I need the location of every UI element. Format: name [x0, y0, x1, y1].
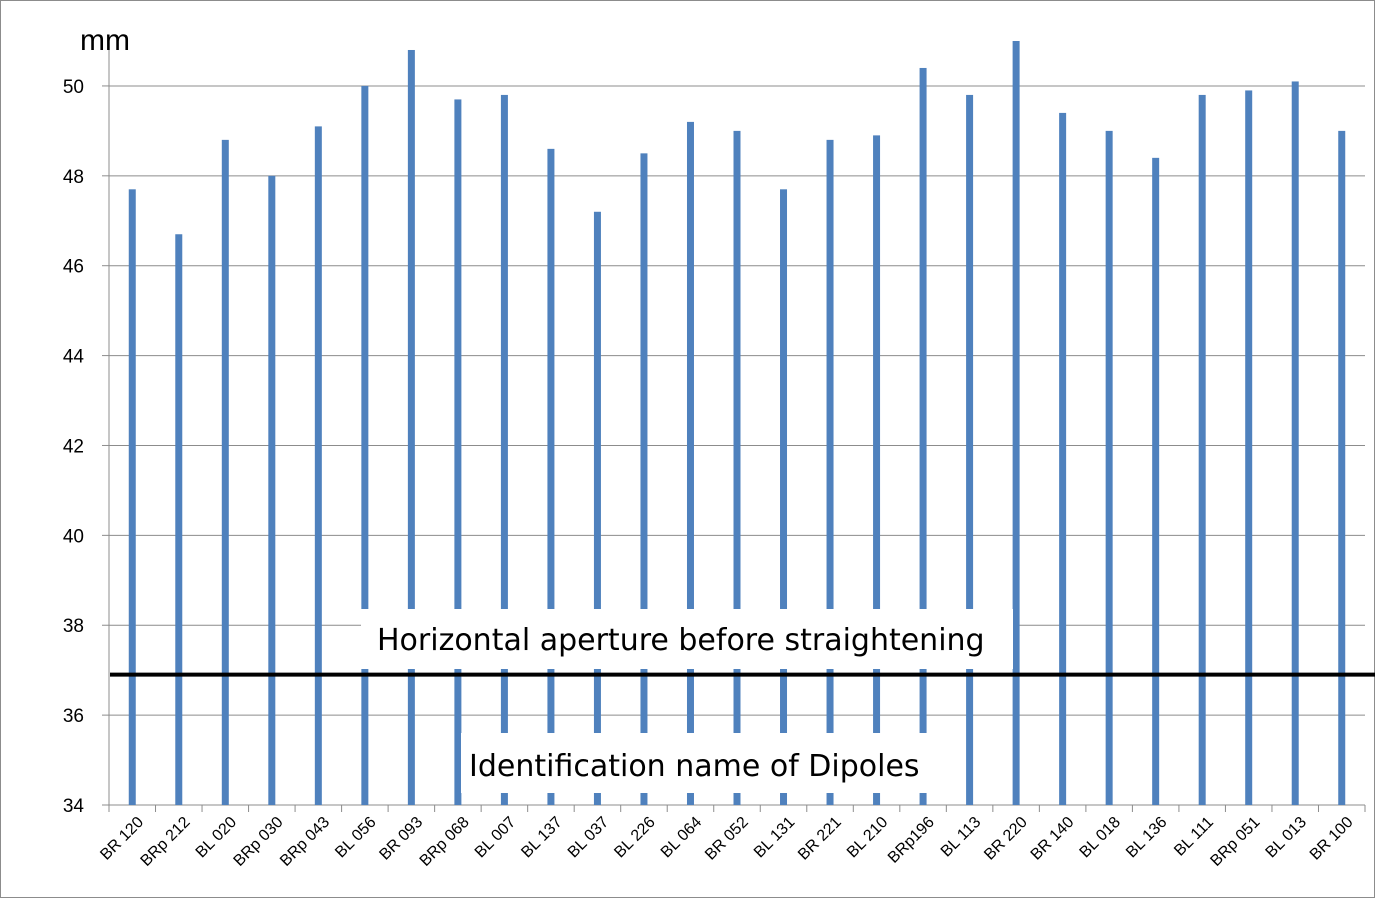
- y-tick-label: 34: [63, 796, 85, 817]
- x-tick-label: BR 100: [1307, 814, 1357, 864]
- bar: [128, 189, 136, 805]
- y-tick-label: 42: [63, 436, 84, 457]
- reference-line-label: Horizontal aperture before straightening: [377, 623, 985, 658]
- bar: [826, 139, 834, 805]
- bar: [1059, 112, 1067, 805]
- bar: [1012, 41, 1020, 805]
- x-tick-label: BL 007: [472, 814, 520, 862]
- x-tick-label: BRp 051: [1207, 814, 1263, 870]
- y-axis-ticks: 34 36 38 40 42 44 46 48 50: [63, 77, 85, 817]
- bar: [268, 175, 276, 805]
- x-tick-label: BRp 068: [417, 814, 473, 870]
- x-tick-label: BRp 043: [277, 814, 333, 870]
- x-tick-label: BL 136: [1123, 814, 1171, 862]
- x-tick-label: BL 064: [658, 814, 706, 862]
- bar: [1291, 81, 1299, 805]
- bar: [361, 85, 369, 806]
- bar: [593, 211, 601, 805]
- x-tick-label: BL 056: [332, 814, 380, 862]
- y-tick-label: 50: [63, 77, 84, 98]
- bar: [919, 67, 927, 805]
- bar: [407, 49, 415, 806]
- y-tick-label: 38: [63, 616, 84, 637]
- bar: [547, 148, 555, 805]
- x-tick-label: BL 131: [751, 814, 799, 862]
- bar: [640, 153, 648, 806]
- x-tick-label: BL 137: [518, 814, 566, 862]
- bar: [314, 126, 322, 805]
- x-tick-label: BL 111: [1171, 814, 1217, 860]
- y-tick-label: 46: [63, 257, 84, 278]
- x-axis-title: Identification name of Dipoles: [469, 749, 920, 784]
- bar: [500, 94, 508, 805]
- y-tick-label: 48: [63, 167, 84, 188]
- bar: [175, 234, 183, 805]
- x-tick-label: BL 013: [1263, 814, 1311, 862]
- bar: [1198, 94, 1206, 805]
- x-tick-label: BRp 212: [138, 814, 194, 870]
- bar: [1152, 157, 1160, 806]
- x-tick-label: BL 226: [611, 814, 659, 862]
- bar: [1105, 130, 1113, 806]
- bar: [966, 94, 974, 805]
- bar: [1338, 130, 1346, 806]
- x-tick-label: BL 018: [1077, 814, 1125, 862]
- bar: [221, 139, 229, 805]
- x-tick-label: BR 221: [795, 814, 845, 864]
- y-axis-unit-label: mm: [80, 24, 130, 57]
- x-tick-label: BR 140: [1028, 814, 1078, 864]
- bar: [780, 189, 788, 805]
- y-tick-label: 44: [63, 347, 85, 368]
- x-tick-label: BL 113: [938, 814, 985, 861]
- bar: [1245, 90, 1253, 805]
- x-tick-label: BRp 030: [231, 814, 287, 870]
- x-tick-label: BRp196: [885, 814, 938, 867]
- bars: [128, 41, 1346, 806]
- y-tick-label: 36: [63, 706, 84, 727]
- bar: [733, 130, 741, 806]
- bar: [686, 121, 694, 806]
- x-axis-title-box: [461, 733, 931, 793]
- annotation-box: [361, 609, 1013, 669]
- y-tick-label: 40: [63, 526, 84, 547]
- x-tick-label: BR 052: [702, 814, 752, 864]
- x-tick-label: BL 037: [565, 814, 613, 862]
- x-tick-label: BR 220: [981, 814, 1031, 864]
- bar: [454, 99, 462, 806]
- bar: [873, 135, 881, 805]
